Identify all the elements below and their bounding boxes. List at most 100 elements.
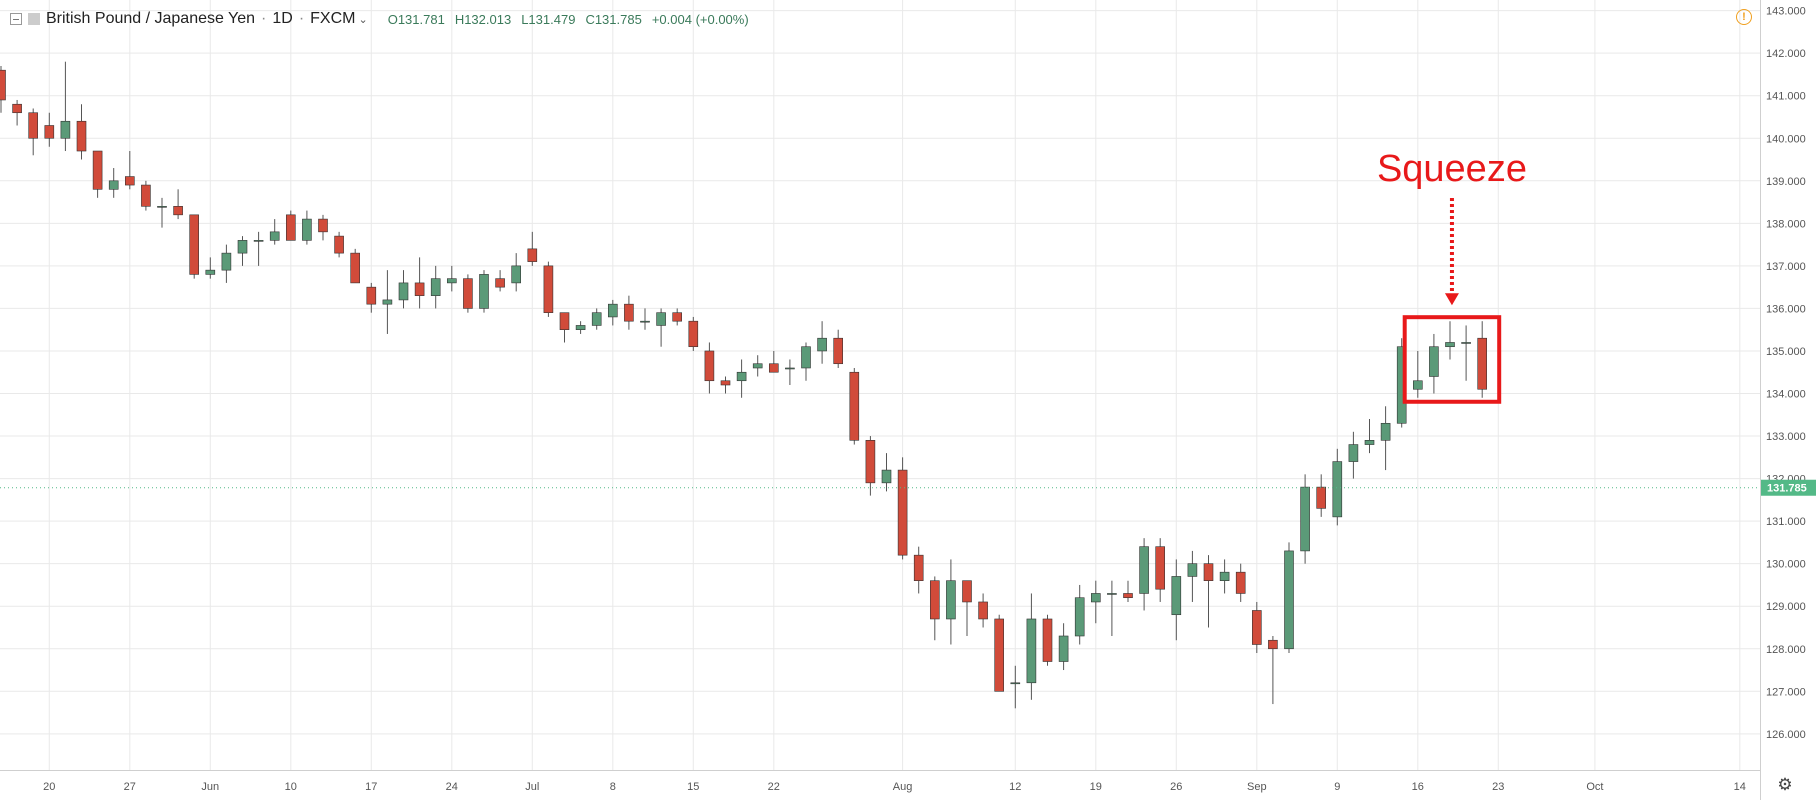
price-tick-label: 140.000 bbox=[1766, 133, 1806, 145]
candle-body bbox=[334, 235, 344, 254]
candle-body bbox=[108, 180, 119, 190]
date-tick-label: 8 bbox=[610, 781, 616, 793]
date-tick-label: 15 bbox=[687, 781, 699, 793]
candle-body bbox=[1026, 618, 1037, 684]
price-tick-label: 134.000 bbox=[1766, 389, 1806, 401]
price-tick-label: 128.000 bbox=[1766, 644, 1806, 656]
candle-body bbox=[1332, 461, 1343, 518]
candle-body bbox=[994, 618, 1005, 692]
date-tick-label: 14 bbox=[1734, 781, 1746, 793]
candle-body bbox=[302, 218, 312, 241]
candle-body bbox=[591, 312, 602, 326]
high-value: H132.013 bbox=[454, 11, 512, 27]
date-tick-label: Oct bbox=[1586, 781, 1603, 793]
candle-body bbox=[575, 325, 586, 330]
price-tick-label: 136.000 bbox=[1766, 303, 1806, 315]
candle-body bbox=[1316, 486, 1326, 509]
candle-body bbox=[865, 440, 876, 484]
date-tick-label: 24 bbox=[446, 781, 458, 793]
candle-body bbox=[173, 206, 183, 216]
candle-body bbox=[318, 218, 328, 233]
candle-body bbox=[269, 231, 280, 241]
close-value: C131.785 bbox=[585, 11, 642, 27]
interval-label[interactable]: 1D bbox=[272, 10, 293, 27]
separator-dot: · bbox=[298, 10, 305, 27]
current-price-label: 131.785 bbox=[1767, 483, 1807, 495]
candle-body bbox=[285, 214, 296, 241]
low-value: L131.479 bbox=[521, 11, 576, 27]
candle-body bbox=[221, 252, 232, 271]
candle-body bbox=[430, 278, 441, 296]
candle-body bbox=[1155, 546, 1165, 590]
candle-body bbox=[479, 274, 489, 309]
candle-body bbox=[366, 286, 377, 305]
candle-body bbox=[446, 278, 457, 284]
candle-body bbox=[1187, 563, 1198, 577]
warning-icon[interactable]: ! bbox=[1736, 9, 1752, 25]
candle-body bbox=[1091, 593, 1101, 603]
date-tick-label: 23 bbox=[1492, 781, 1504, 793]
symbol-color-icon bbox=[28, 13, 40, 25]
change-value: +0.004 (+0.00%) bbox=[651, 11, 749, 27]
candle-body bbox=[833, 337, 844, 365]
price-tick-label: 129.000 bbox=[1766, 601, 1806, 613]
candle-body bbox=[752, 363, 763, 369]
date-tick-label: 10 bbox=[285, 781, 297, 793]
candle-body bbox=[1042, 618, 1053, 662]
candle-body bbox=[398, 282, 409, 301]
price-tick-label: 126.000 bbox=[1766, 729, 1806, 741]
candle-body bbox=[672, 312, 683, 322]
candle-body bbox=[125, 176, 135, 186]
time-axis[interactable]: 20 27 Jun 10 17 24 Jul 8 15 22 Aug 12 19 26 Sep 9 16 23 Oc… bbox=[0, 770, 1760, 794]
candle-body bbox=[1413, 380, 1423, 390]
candle-body bbox=[28, 112, 39, 139]
date-tick-label: Sep bbox=[1247, 781, 1267, 793]
squeeze-arrow-head bbox=[1444, 293, 1459, 306]
price-tick-label: 127.000 bbox=[1766, 686, 1806, 698]
source-label[interactable]: FXCM bbox=[310, 10, 356, 27]
ohlc-values: O131.781 H132.013 L131.479 C131.785 +0.0… bbox=[388, 12, 749, 27]
candle-body bbox=[720, 380, 731, 386]
price-tick-label: 143.000 bbox=[1766, 6, 1806, 18]
candle-body bbox=[1268, 639, 1278, 650]
candle-body bbox=[253, 240, 264, 242]
candle-body bbox=[495, 278, 505, 288]
chevron-down-icon[interactable]: ⌄ bbox=[358, 13, 368, 26]
candle-body bbox=[543, 265, 554, 313]
candle-body bbox=[1429, 346, 1439, 377]
candle-body bbox=[1348, 444, 1359, 462]
candle-body bbox=[688, 320, 699, 348]
date-tick-label: Jun bbox=[201, 781, 219, 793]
gear-icon[interactable]: ⚙ bbox=[1777, 775, 1793, 794]
candle-body bbox=[1074, 597, 1085, 637]
collapse-icon[interactable] bbox=[10, 13, 22, 25]
candle-body bbox=[897, 469, 908, 556]
candle-body bbox=[817, 337, 827, 352]
candle-body bbox=[60, 120, 71, 139]
date-tick-label: 27 bbox=[124, 781, 136, 793]
squeeze-annotation: Squeeze bbox=[1377, 148, 1527, 404]
current-price-tag bbox=[1761, 479, 1816, 496]
squeeze-label: Squeeze bbox=[1377, 148, 1527, 190]
candle-body bbox=[189, 214, 199, 275]
candle-body bbox=[962, 580, 972, 603]
candles bbox=[0, 61, 1487, 709]
date-tick-label: 20 bbox=[43, 781, 55, 793]
date-tick-label: 17 bbox=[365, 781, 377, 793]
candle-body bbox=[946, 580, 956, 620]
symbol-name[interactable]: British Pound / Japanese Yen bbox=[46, 10, 256, 27]
price-tick-label: 137.000 bbox=[1766, 261, 1806, 273]
candle-body bbox=[1461, 342, 1471, 344]
candle-body bbox=[1380, 422, 1391, 441]
date-tick-label: 9 bbox=[1334, 781, 1340, 793]
candle-body bbox=[44, 125, 55, 139]
grid-lines bbox=[0, 0, 1760, 770]
candle-body bbox=[624, 303, 634, 322]
price-tick-label: 139.000 bbox=[1766, 176, 1806, 188]
candle-body bbox=[1010, 682, 1021, 685]
candle-body bbox=[1171, 576, 1182, 616]
candle-body bbox=[785, 367, 795, 370]
candle-body bbox=[1284, 550, 1294, 650]
